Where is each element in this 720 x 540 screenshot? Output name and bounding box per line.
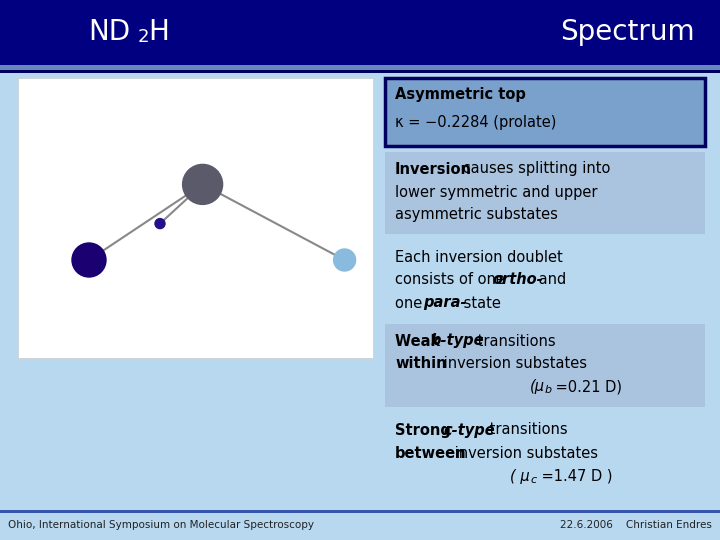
Text: one: one bbox=[395, 295, 427, 310]
Text: Each inversion doublet: Each inversion doublet bbox=[395, 249, 563, 265]
Circle shape bbox=[72, 243, 106, 277]
Text: κ = −0.2284 (prolate): κ = −0.2284 (prolate) bbox=[395, 114, 557, 130]
Bar bbox=[18, 78, 373, 358]
Text: Ohio, International Symposium on Molecular Spectroscopy: Ohio, International Symposium on Molecul… bbox=[8, 520, 314, 530]
Text: Strong: Strong bbox=[395, 422, 456, 437]
Text: and: and bbox=[534, 273, 566, 287]
Text: consists of one: consists of one bbox=[395, 273, 510, 287]
Bar bbox=[385, 240, 705, 318]
Text: c: c bbox=[530, 475, 536, 485]
Text: asymmetric substates: asymmetric substates bbox=[395, 207, 558, 222]
Text: lower symmetric and upper: lower symmetric and upper bbox=[395, 185, 598, 199]
Text: b-type: b-type bbox=[431, 334, 485, 348]
Text: =1.47 D ): =1.47 D ) bbox=[537, 469, 613, 483]
Text: state: state bbox=[459, 295, 501, 310]
Text: (μ: (μ bbox=[530, 380, 545, 395]
Text: between: between bbox=[395, 446, 467, 461]
Text: b: b bbox=[545, 385, 552, 395]
Text: causes splitting into: causes splitting into bbox=[458, 161, 611, 177]
Text: transitions: transitions bbox=[485, 422, 567, 437]
Bar bbox=[385, 413, 705, 496]
Text: ( μ: ( μ bbox=[510, 469, 530, 483]
Bar bbox=[0, 0, 720, 65]
Text: Inversion: Inversion bbox=[395, 161, 472, 177]
Text: c-type: c-type bbox=[443, 422, 495, 437]
Text: transitions: transitions bbox=[473, 334, 556, 348]
Text: Weak: Weak bbox=[395, 334, 446, 348]
Bar bbox=[385, 152, 705, 234]
Circle shape bbox=[333, 249, 356, 271]
Circle shape bbox=[155, 219, 165, 228]
Text: 22.6.2006    Christian Endres: 22.6.2006 Christian Endres bbox=[560, 520, 712, 530]
Text: 2: 2 bbox=[138, 29, 150, 46]
Bar bbox=[385, 78, 705, 146]
Text: =0.21 D): =0.21 D) bbox=[551, 380, 622, 395]
Text: inversion substates: inversion substates bbox=[439, 356, 587, 372]
Text: Asymmetric top: Asymmetric top bbox=[395, 87, 526, 103]
Text: ND: ND bbox=[88, 18, 130, 46]
Bar bbox=[385, 324, 705, 407]
Text: Spectrum: Spectrum bbox=[560, 18, 695, 46]
Text: within: within bbox=[395, 356, 446, 372]
Bar bbox=[0, 510, 720, 513]
Text: ortho-: ortho- bbox=[492, 273, 543, 287]
Text: H: H bbox=[148, 18, 169, 46]
Bar bbox=[0, 65, 720, 70]
Text: inversion substates: inversion substates bbox=[450, 446, 598, 461]
Circle shape bbox=[183, 164, 222, 205]
Bar bbox=[0, 70, 720, 73]
Text: para-: para- bbox=[423, 295, 467, 310]
